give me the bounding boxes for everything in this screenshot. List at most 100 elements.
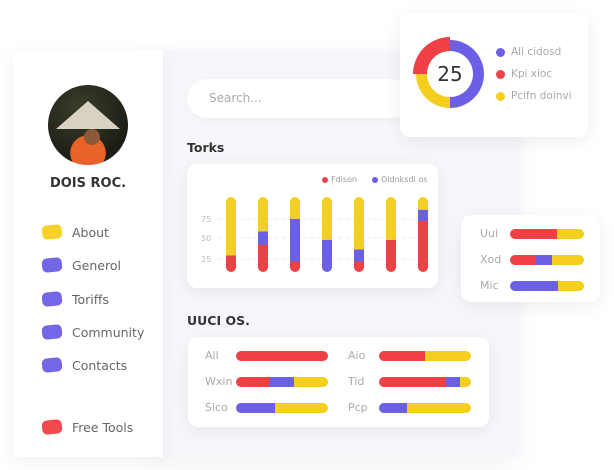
- bar-segment-yellow: [258, 197, 268, 232]
- legend-dot: [372, 176, 378, 183]
- bar-1: [226, 197, 236, 272]
- donut-legend-item: Pcifn doinvi: [496, 89, 572, 103]
- bar-segment-blue: [418, 209, 428, 221]
- y-tick-label: 25: [201, 255, 211, 264]
- stacked-hbar-mic: [510, 281, 584, 291]
- sidebar-item-contacts[interactable]: Contacts: [41, 355, 128, 375]
- avatar-face: [84, 129, 100, 145]
- row-label: Wxin: [205, 375, 233, 388]
- bar-segment-yellow: [552, 255, 584, 265]
- bar-segment-yellow: [418, 197, 428, 210]
- legend-label: Kpi xioc: [511, 68, 553, 80]
- profile-name: DOIS ROC.: [49, 176, 127, 191]
- bar-3: [290, 197, 300, 272]
- bar-segment-red: [236, 377, 270, 387]
- bar-segment-yellow: [558, 281, 584, 291]
- bar-segment-blue: [379, 403, 407, 413]
- sidebar: DOIS ROC. About Generol Toriffs Community Co…: [13, 50, 163, 457]
- legend-label: Oidnksdi os: [381, 175, 428, 184]
- sidebar-item-label: Generol: [72, 257, 121, 273]
- bar-segment-yellow: [386, 197, 396, 240]
- stacked-hbar-all: [236, 351, 328, 361]
- row-label: Tid: [348, 375, 365, 388]
- bar-segment-red: [510, 229, 557, 239]
- legend-label: Fdison: [331, 175, 358, 184]
- sidebar-item-label: Free Tools: [72, 419, 134, 435]
- donut-card: 25 All cidosd Kpi xioc Pcifn doinvi: [400, 13, 588, 137]
- bar-segment-blue: [322, 239, 332, 272]
- sidebar-item-about[interactable]: About: [41, 222, 109, 242]
- stacked-hbar-xod: [510, 255, 584, 265]
- bar-segment-red: [258, 245, 268, 272]
- bar-segment-yellow: [406, 403, 471, 413]
- donut-legend-item: All cidosd: [496, 45, 572, 59]
- bar-segment-blue: [446, 377, 460, 387]
- y-tick-label: 50: [201, 234, 211, 243]
- bar-segment-red: [236, 351, 328, 361]
- bar-4: [322, 197, 332, 272]
- bar-segment-red: [354, 261, 364, 272]
- bar-segment-red: [510, 255, 536, 265]
- donut-legend-item: Kpi xioc: [496, 67, 572, 81]
- sidebar-item-community[interactable]: Community: [41, 322, 145, 342]
- bar-segment-yellow: [226, 197, 236, 256]
- donut-slice-pcifn-doinvi: [416, 74, 450, 108]
- row-label: Uui: [480, 227, 499, 240]
- bar-segment-red: [386, 239, 396, 272]
- bar-segment-blue: [354, 249, 364, 262]
- bar-segment-blue: [236, 403, 275, 413]
- bar-segment-yellow: [274, 403, 328, 413]
- row-label: Aio: [348, 349, 366, 362]
- sidebar-item-label: Toriffs: [72, 291, 109, 307]
- donut-slice-all-cidosd: [450, 40, 484, 108]
- bar-6: [386, 197, 396, 272]
- bar-segment-yellow: [425, 351, 471, 361]
- torks-chart-card: 25 50 75 Fdison Oidnksdi os: [187, 164, 438, 288]
- sidebar-item-toriffs[interactable]: Toriffs: [41, 289, 109, 309]
- donut-center-value: 25: [437, 62, 463, 86]
- bar-segment-yellow: [322, 197, 332, 240]
- nav-blob-icon: [41, 256, 63, 274]
- row-label: Sico: [205, 401, 228, 414]
- nav-blob-icon: [41, 290, 63, 308]
- legend-item-oidnksdi: Oidnksdi os: [372, 175, 427, 184]
- search-input[interactable]: Search...: [187, 79, 412, 118]
- bar-segment-red: [418, 221, 428, 272]
- bar-segment-blue: [290, 218, 300, 262]
- legend-item-fdison: Fdison: [322, 175, 357, 184]
- bar-segment-yellow: [293, 377, 328, 387]
- stacked-hbar-aio: [379, 351, 471, 361]
- bar-7: [418, 197, 428, 272]
- legend-dot: [322, 176, 328, 183]
- search-placeholder: Search...: [209, 91, 262, 105]
- bar-segment-red: [226, 255, 236, 272]
- sidebar-item-generol[interactable]: Generol: [41, 255, 121, 275]
- bar-segment-yellow: [290, 197, 300, 219]
- sidebar-item-label: Contacts: [72, 357, 128, 373]
- nav-blob-icon: [41, 323, 63, 341]
- torks-heading: Torks: [187, 140, 225, 155]
- nav-blob-icon: [41, 418, 63, 436]
- legend-label: Pcifn doinvi: [511, 90, 572, 102]
- row-label: Mic: [480, 279, 499, 292]
- bar-segment-red: [290, 261, 300, 272]
- bar-segment-red: [379, 351, 425, 361]
- uuci-heading: UUCI OS.: [187, 313, 250, 328]
- stacked-bar-chart: 25 50 75: [201, 197, 432, 272]
- bar-segment-blue: [535, 255, 553, 265]
- bar-segment-blue: [269, 377, 294, 387]
- row-label: Xod: [480, 253, 502, 266]
- y-tick-label: 75: [201, 215, 211, 224]
- bar-5: [354, 197, 364, 272]
- sidebar-item-label: Community: [72, 324, 145, 340]
- sidebar-item-free-tools[interactable]: Free Tools: [41, 417, 134, 437]
- bar-segment-yellow: [459, 377, 471, 387]
- avatar-hat: [56, 101, 120, 129]
- bar-segment-red: [379, 377, 447, 387]
- bar-segment-yellow: [556, 229, 584, 239]
- bar-segment-yellow: [354, 197, 364, 250]
- stacked-hbar-sico: [236, 403, 328, 413]
- uuci-card: All Aio Wxin Tid Sico Pcp: [188, 337, 489, 427]
- legend-dot: [496, 69, 505, 79]
- mini-bars-card: Uui Xod Mic: [461, 215, 600, 302]
